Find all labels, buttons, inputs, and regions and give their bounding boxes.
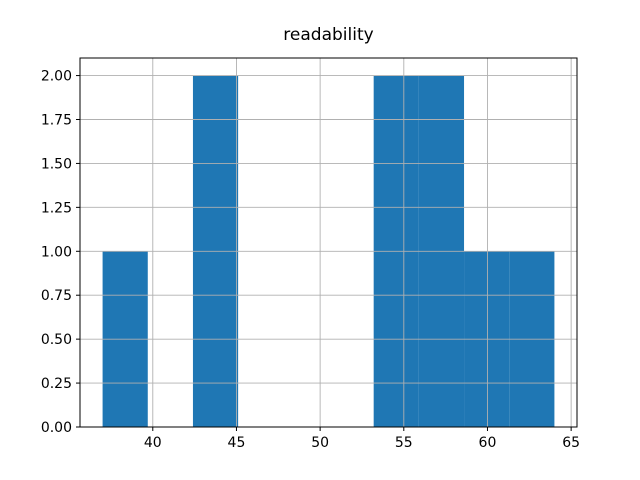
x-tick-label: 40 [144, 435, 162, 451]
chart-title: readability [283, 25, 374, 45]
y-tick-label: 0.00 [41, 420, 72, 436]
x-tick-label: 60 [479, 435, 497, 451]
y-tick-label: 1.75 [41, 113, 72, 129]
x-tick-label: 65 [562, 435, 580, 451]
y-tick-label: 1.50 [41, 156, 72, 172]
x-tick-label: 55 [395, 435, 413, 451]
y-tick-label: 0.50 [41, 332, 72, 348]
y-tick-label: 1.25 [41, 200, 72, 216]
plot-spines [79, 57, 578, 428]
x-tick-label: 50 [311, 435, 329, 451]
y-tick-label: 1.00 [41, 244, 72, 260]
y-tick-label: 0.75 [41, 288, 72, 304]
x-tick-label: 45 [228, 435, 246, 451]
y-tick-label: 2.00 [41, 69, 72, 85]
y-tick-label: 0.25 [41, 376, 72, 392]
